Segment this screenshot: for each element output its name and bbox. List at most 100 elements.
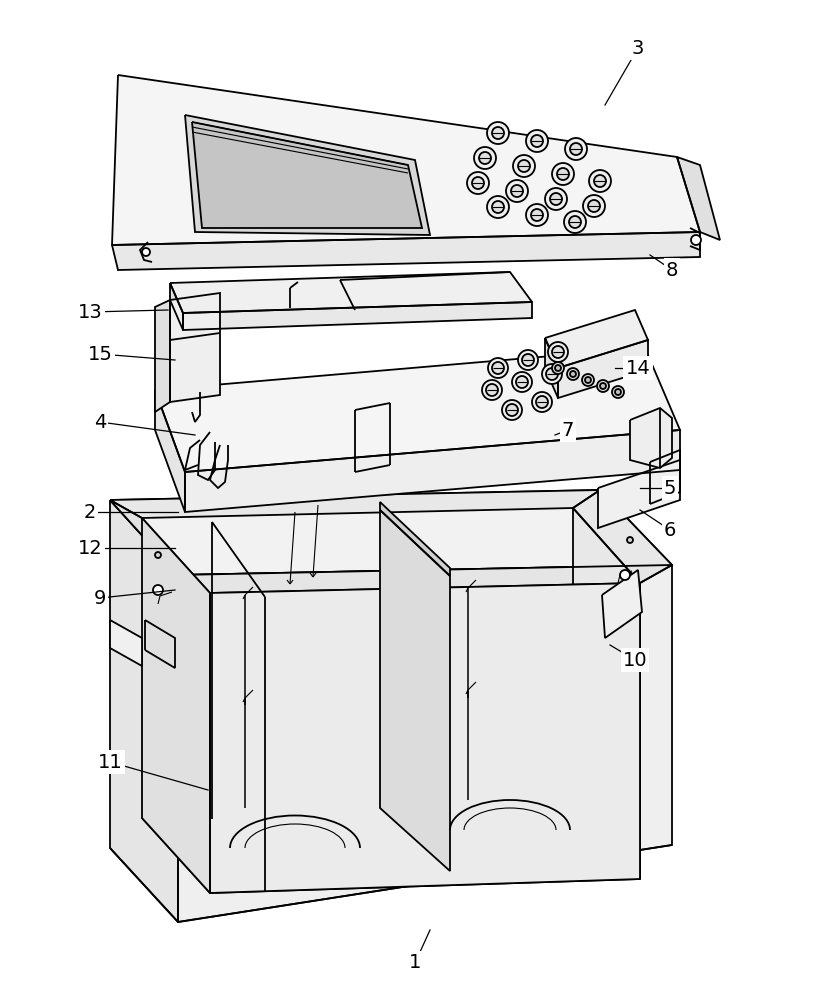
Circle shape — [532, 392, 552, 412]
Circle shape — [474, 147, 496, 169]
Circle shape — [552, 163, 574, 185]
Polygon shape — [170, 293, 220, 402]
Circle shape — [582, 374, 594, 386]
Polygon shape — [155, 348, 680, 472]
Text: 10: 10 — [623, 650, 647, 670]
Circle shape — [615, 389, 621, 395]
Circle shape — [597, 380, 609, 392]
Circle shape — [487, 196, 509, 218]
Circle shape — [545, 188, 567, 210]
Circle shape — [506, 180, 528, 202]
Circle shape — [502, 400, 522, 420]
Circle shape — [583, 195, 605, 217]
Polygon shape — [110, 500, 210, 593]
Text: 15: 15 — [87, 344, 113, 363]
Text: 6: 6 — [663, 520, 676, 540]
Circle shape — [589, 170, 611, 192]
Circle shape — [555, 365, 561, 371]
Circle shape — [548, 342, 568, 362]
Circle shape — [526, 130, 548, 152]
Polygon shape — [183, 302, 532, 330]
Circle shape — [511, 185, 523, 197]
Circle shape — [155, 552, 161, 558]
Circle shape — [564, 211, 586, 233]
Circle shape — [620, 570, 630, 580]
Polygon shape — [142, 808, 640, 893]
Circle shape — [488, 358, 508, 378]
Text: 14: 14 — [626, 359, 650, 377]
Polygon shape — [558, 340, 648, 398]
Circle shape — [506, 404, 518, 416]
Polygon shape — [545, 310, 648, 368]
Circle shape — [536, 396, 548, 408]
Circle shape — [482, 380, 502, 400]
Text: 12: 12 — [78, 538, 102, 558]
Circle shape — [526, 204, 548, 226]
Text: 1: 1 — [408, 954, 422, 972]
Text: 13: 13 — [78, 302, 102, 322]
Circle shape — [492, 201, 504, 213]
Circle shape — [153, 585, 163, 595]
Polygon shape — [155, 300, 170, 412]
Circle shape — [479, 152, 491, 164]
Circle shape — [487, 122, 509, 144]
Circle shape — [518, 350, 538, 370]
Polygon shape — [185, 430, 680, 512]
Text: 5: 5 — [663, 479, 676, 497]
Circle shape — [513, 155, 535, 177]
Polygon shape — [380, 510, 450, 871]
Polygon shape — [110, 500, 178, 922]
Polygon shape — [170, 283, 183, 330]
Circle shape — [516, 376, 528, 388]
Text: 11: 11 — [97, 752, 123, 772]
Text: 7: 7 — [562, 420, 574, 440]
Circle shape — [627, 537, 633, 543]
Circle shape — [522, 354, 534, 366]
Polygon shape — [178, 565, 672, 922]
Text: 8: 8 — [666, 260, 678, 279]
Circle shape — [542, 364, 562, 384]
Polygon shape — [677, 157, 720, 240]
Circle shape — [512, 372, 532, 392]
Polygon shape — [545, 338, 558, 398]
Polygon shape — [185, 115, 430, 235]
Text: 3: 3 — [632, 38, 644, 57]
Circle shape — [612, 386, 624, 398]
Circle shape — [570, 371, 576, 377]
Polygon shape — [170, 272, 532, 313]
Text: 9: 9 — [94, 588, 106, 607]
Polygon shape — [210, 583, 640, 893]
Polygon shape — [602, 570, 642, 638]
Circle shape — [467, 172, 489, 194]
Circle shape — [531, 135, 543, 147]
Circle shape — [588, 200, 600, 212]
Circle shape — [691, 235, 701, 245]
Circle shape — [569, 216, 581, 228]
Circle shape — [142, 248, 150, 256]
Polygon shape — [110, 620, 142, 666]
Polygon shape — [192, 122, 422, 228]
Text: 4: 4 — [94, 412, 106, 432]
Polygon shape — [573, 508, 640, 879]
Polygon shape — [142, 518, 210, 893]
Circle shape — [531, 209, 543, 221]
Circle shape — [552, 346, 564, 358]
Polygon shape — [110, 490, 672, 575]
Circle shape — [518, 160, 530, 172]
Circle shape — [486, 384, 498, 396]
Circle shape — [585, 377, 591, 383]
Circle shape — [600, 383, 606, 389]
Circle shape — [492, 127, 504, 139]
Polygon shape — [573, 490, 672, 583]
Polygon shape — [112, 75, 700, 245]
Circle shape — [552, 362, 564, 374]
Circle shape — [550, 193, 562, 205]
Polygon shape — [155, 390, 185, 512]
Polygon shape — [380, 502, 450, 576]
Circle shape — [472, 177, 484, 189]
Circle shape — [570, 143, 582, 155]
Polygon shape — [598, 460, 680, 528]
Circle shape — [492, 362, 504, 374]
Text: 2: 2 — [84, 502, 96, 522]
Polygon shape — [110, 490, 600, 518]
